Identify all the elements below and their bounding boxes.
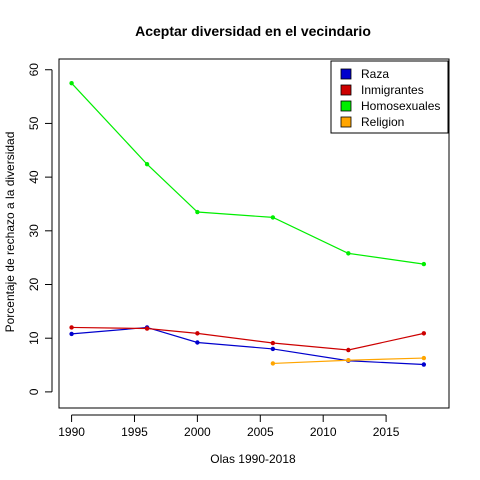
data-point-inmigrantes (346, 347, 351, 353)
data-point-raza (270, 346, 276, 352)
series-inmigrantes (69, 325, 427, 353)
x-tick-label: 1995 (121, 425, 148, 439)
data-point-homosexuales (346, 251, 351, 256)
series-layer (69, 80, 427, 367)
y-tick-label: 40 (27, 170, 41, 184)
series-homosexuales (69, 80, 427, 267)
y-tick-label: 60 (27, 63, 41, 77)
x-tick-label: 2010 (310, 425, 337, 439)
data-point-homosexuales (144, 162, 150, 167)
series-raza (69, 325, 427, 367)
legend: Raza Inmigrantes Homosexuales Religion (330, 60, 449, 134)
data-point-homosexuales (195, 209, 200, 215)
y-tick-label: 20 (27, 278, 41, 292)
data-point-homosexuales (270, 215, 276, 220)
series-line-homosexuales (71, 82, 424, 265)
series-line-raza (71, 326, 424, 366)
data-point-inmigrantes (69, 325, 74, 330)
x-axis-label: Olas 1990-2018 (210, 452, 296, 466)
data-point-raza (69, 331, 74, 337)
plot-frame (58, 58, 450, 409)
y-tick-label: 50 (27, 116, 41, 130)
y-axis: 0 10 20 30 40 50 60 (27, 63, 53, 395)
data-point-raza (421, 362, 427, 367)
legend-label: Raza (361, 67, 389, 81)
data-point-religion (421, 355, 427, 361)
data-point-inmigrantes (144, 326, 150, 331)
data-point-homosexuales (421, 261, 427, 267)
x-axis: 1990 1995 2000 2005 2010 2015 (58, 414, 400, 439)
legend-label: Inmigrantes (361, 83, 424, 97)
y-tick-label: 0 (27, 388, 41, 395)
x-tick-label: 2000 (184, 425, 211, 439)
legend-swatch (340, 84, 352, 96)
data-point-homosexuales (69, 80, 74, 86)
y-tick-label: 30 (27, 224, 41, 238)
series-religion (270, 355, 427, 366)
legend-label: Religion (361, 115, 404, 129)
data-point-inmigrantes (421, 331, 427, 336)
x-tick-label: 1990 (58, 425, 85, 439)
legend-swatch (340, 116, 352, 128)
data-point-inmigrantes (195, 331, 200, 336)
legend-label: Homosexuales (361, 99, 440, 113)
data-point-inmigrantes (270, 340, 276, 346)
series-line-inmigrantes (71, 326, 424, 351)
data-point-raza (195, 340, 200, 345)
x-tick-label: 2015 (373, 425, 400, 439)
legend-swatch (340, 100, 352, 112)
chart-title: Aceptar diversidad en el vecindario (135, 23, 371, 39)
data-point-religion (270, 361, 276, 366)
x-tick-label: 2005 (247, 425, 274, 439)
data-point-religion (346, 358, 351, 363)
y-tick-label: 10 (27, 331, 41, 345)
y-axis-label: Porcentaje de rechazo a la diversidad (3, 132, 17, 333)
legend-swatch (340, 68, 352, 80)
